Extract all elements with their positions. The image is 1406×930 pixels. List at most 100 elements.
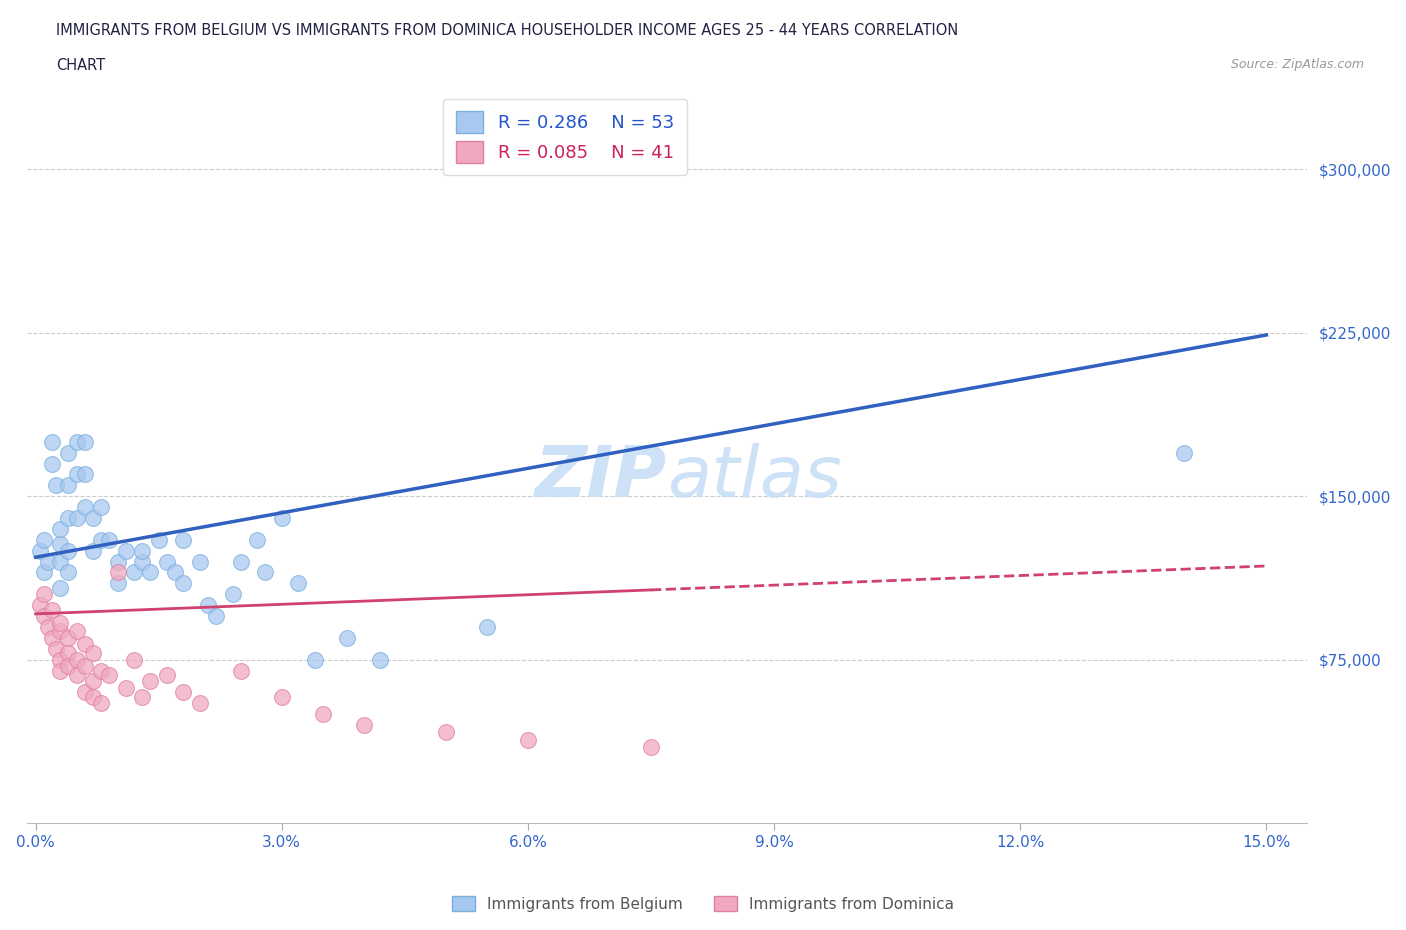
Point — [65, 652, 87, 667]
Point — [353, 718, 375, 733]
Point — [82, 689, 104, 704]
Point — [107, 565, 129, 580]
Legend: Immigrants from Belgium, Immigrants from Dominica: Immigrants from Belgium, Immigrants from… — [446, 889, 960, 918]
Point — [82, 674, 104, 689]
Point — [131, 543, 153, 558]
Point — [270, 511, 292, 525]
Point — [188, 554, 211, 569]
Point — [49, 537, 72, 551]
Point — [49, 554, 72, 569]
Text: IMMIGRANTS FROM BELGIUM VS IMMIGRANTS FROM DOMINICA HOUSEHOLDER INCOME AGES 25 -: IMMIGRANTS FROM BELGIUM VS IMMIGRANTS FR… — [56, 23, 959, 38]
Point — [115, 681, 138, 696]
Point — [475, 619, 498, 634]
Point — [82, 645, 104, 660]
Point — [41, 602, 63, 617]
Point — [90, 696, 112, 711]
Point — [148, 532, 170, 547]
Point — [73, 434, 96, 449]
Point — [640, 739, 662, 754]
Point — [434, 724, 457, 739]
Point — [107, 576, 129, 591]
Point — [45, 642, 67, 657]
Point — [58, 631, 80, 645]
Point — [516, 733, 538, 748]
Point — [32, 565, 55, 580]
Text: CHART: CHART — [56, 58, 105, 73]
Point — [131, 554, 153, 569]
Legend: R = 0.286    N = 53, R = 0.085    N = 41: R = 0.286 N = 53, R = 0.085 N = 41 — [443, 99, 686, 175]
Point — [58, 478, 80, 493]
Point — [115, 543, 138, 558]
Point — [90, 499, 112, 514]
Text: ZIP: ZIP — [536, 444, 668, 512]
Point — [221, 587, 243, 602]
Point — [188, 696, 211, 711]
Point — [65, 511, 87, 525]
Point — [336, 631, 359, 645]
Point — [156, 668, 179, 683]
Point — [172, 576, 194, 591]
Point — [82, 543, 104, 558]
Point — [139, 674, 162, 689]
Point — [45, 478, 67, 493]
Point — [37, 619, 59, 634]
Point — [73, 658, 96, 673]
Text: Source: ZipAtlas.com: Source: ZipAtlas.com — [1230, 58, 1364, 71]
Point — [73, 637, 96, 652]
Point — [122, 652, 145, 667]
Point — [90, 663, 112, 678]
Point — [49, 624, 72, 639]
Point — [98, 668, 121, 683]
Point — [65, 467, 87, 482]
Point — [368, 652, 391, 667]
Text: atlas: atlas — [668, 444, 842, 512]
Point — [32, 587, 55, 602]
Point — [49, 652, 72, 667]
Point — [49, 580, 72, 595]
Point — [270, 689, 292, 704]
Point — [90, 532, 112, 547]
Point — [131, 689, 153, 704]
Point — [49, 663, 72, 678]
Point — [73, 684, 96, 699]
Point — [28, 543, 51, 558]
Point — [32, 608, 55, 623]
Point — [205, 608, 228, 623]
Point — [41, 456, 63, 471]
Point — [28, 598, 51, 613]
Point — [304, 652, 326, 667]
Point — [122, 565, 145, 580]
Point — [65, 668, 87, 683]
Point — [98, 532, 121, 547]
Point — [58, 543, 80, 558]
Point — [49, 615, 72, 630]
Point — [287, 576, 309, 591]
Point — [65, 434, 87, 449]
Point — [73, 499, 96, 514]
Point — [37, 554, 59, 569]
Point — [156, 554, 179, 569]
Point — [65, 624, 87, 639]
Point — [49, 522, 72, 537]
Point — [165, 565, 187, 580]
Point — [41, 434, 63, 449]
Point — [41, 631, 63, 645]
Point — [254, 565, 277, 580]
Point — [197, 598, 219, 613]
Point — [172, 684, 194, 699]
Point — [1173, 445, 1195, 460]
Point — [73, 467, 96, 482]
Point — [229, 554, 252, 569]
Point — [107, 554, 129, 569]
Point — [58, 445, 80, 460]
Point — [312, 707, 335, 722]
Point — [139, 565, 162, 580]
Point — [58, 645, 80, 660]
Point — [58, 658, 80, 673]
Point — [58, 511, 80, 525]
Point — [58, 565, 80, 580]
Point — [32, 532, 55, 547]
Point — [246, 532, 269, 547]
Point — [229, 663, 252, 678]
Point — [172, 532, 194, 547]
